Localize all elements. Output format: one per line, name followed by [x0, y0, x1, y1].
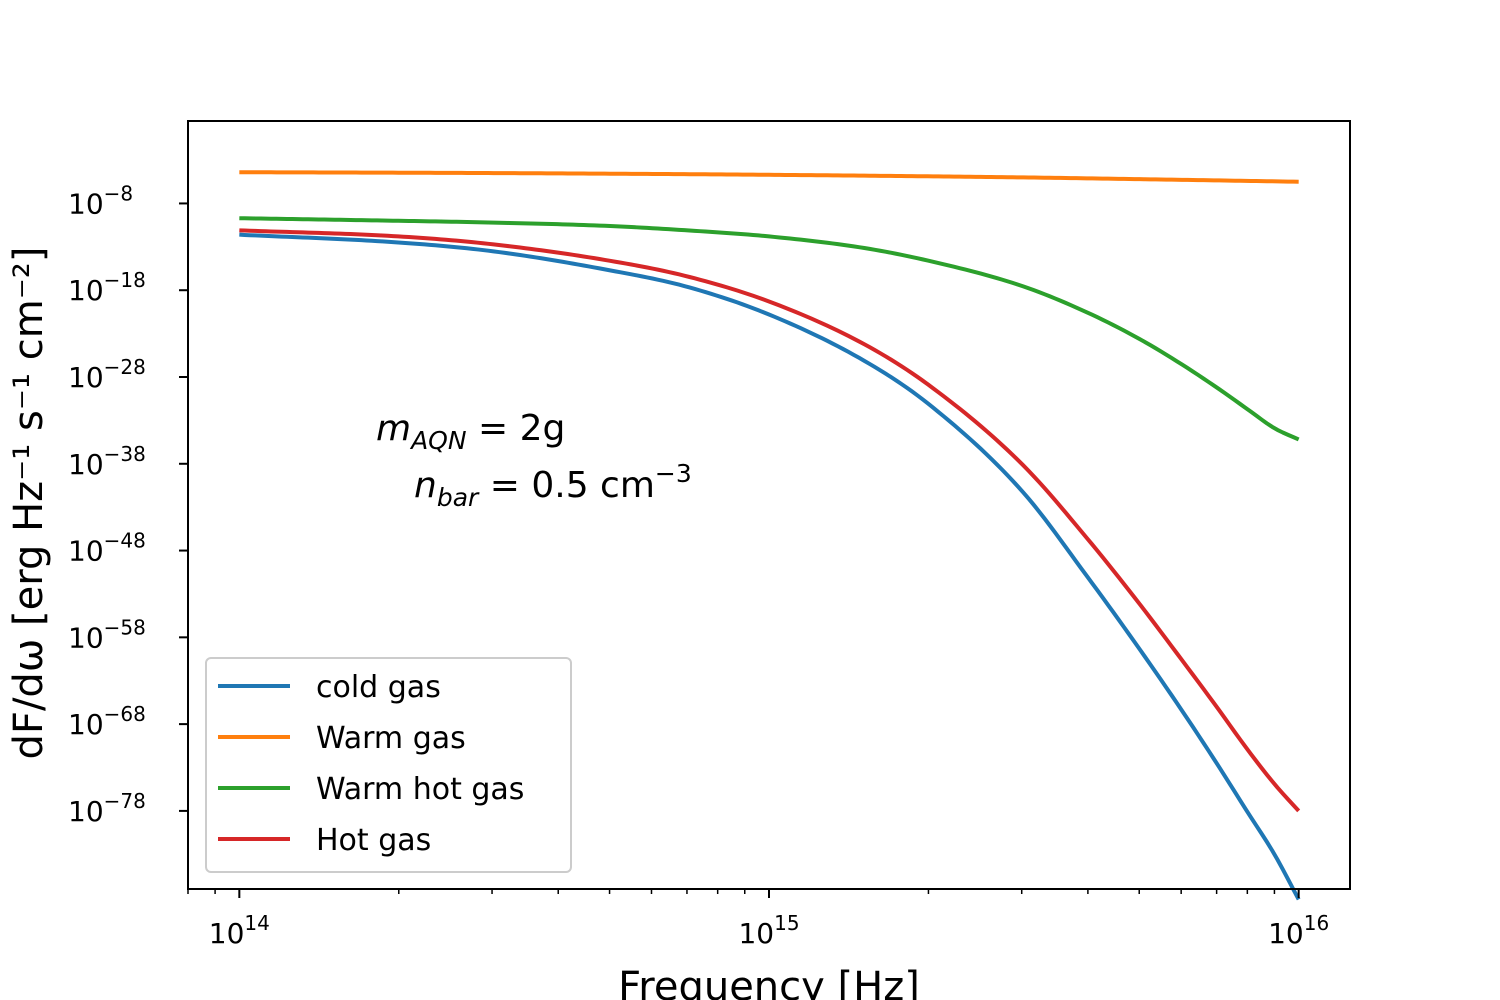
- annotation-density: nbar = 0.5 cm−3: [414, 459, 692, 512]
- legend-label: Warm gas: [316, 721, 466, 756]
- y-tick-label: 10−58: [68, 615, 146, 654]
- series-layer: [239, 170, 1301, 901]
- y-tick-label: 10−78: [68, 789, 146, 828]
- legend-label: Hot gas: [316, 823, 431, 858]
- series-line-2: [239, 170, 1299, 184]
- y-axis: 10−8 10−18 10−28 10−38 10−48 10−58 10−68 10−78: [68, 181, 188, 828]
- y-tick-label: 10−38: [68, 442, 146, 481]
- legend-label: cold gas: [316, 670, 441, 705]
- x-axis-title: Frequency [Hz]: [618, 964, 920, 1000]
- x-tick-label: 1016: [1268, 911, 1329, 950]
- legend-entries: cold gas Warm gas Warm hot gas Hot gas: [218, 670, 524, 858]
- x-axis: 1014 1015 1016: [187, 889, 1329, 950]
- legend: cold gas Warm gas Warm hot gas Hot gas: [205, 657, 572, 873]
- legend-box: [205, 657, 572, 873]
- series-line-3: [239, 216, 1300, 442]
- series-line-4: [239, 228, 1301, 813]
- annotation-mass: mAQN = 2g: [376, 408, 565, 455]
- y-tick-label: 10−48: [68, 529, 146, 568]
- y-axis-title: dF/dω [erg Hz⁻¹ s⁻¹ cm⁻²]: [6, 247, 52, 760]
- x-tick-label: 1015: [738, 911, 799, 950]
- legend-label: Warm hot gas: [316, 772, 524, 807]
- series-line-1: [239, 232, 1301, 901]
- y-tick-label: 10−68: [68, 702, 146, 741]
- y-tick-label: 10−28: [68, 355, 146, 394]
- y-tick-label: 10−8: [68, 181, 133, 220]
- x-tick-label: 1014: [209, 911, 270, 950]
- y-tick-label: 10−18: [68, 268, 146, 307]
